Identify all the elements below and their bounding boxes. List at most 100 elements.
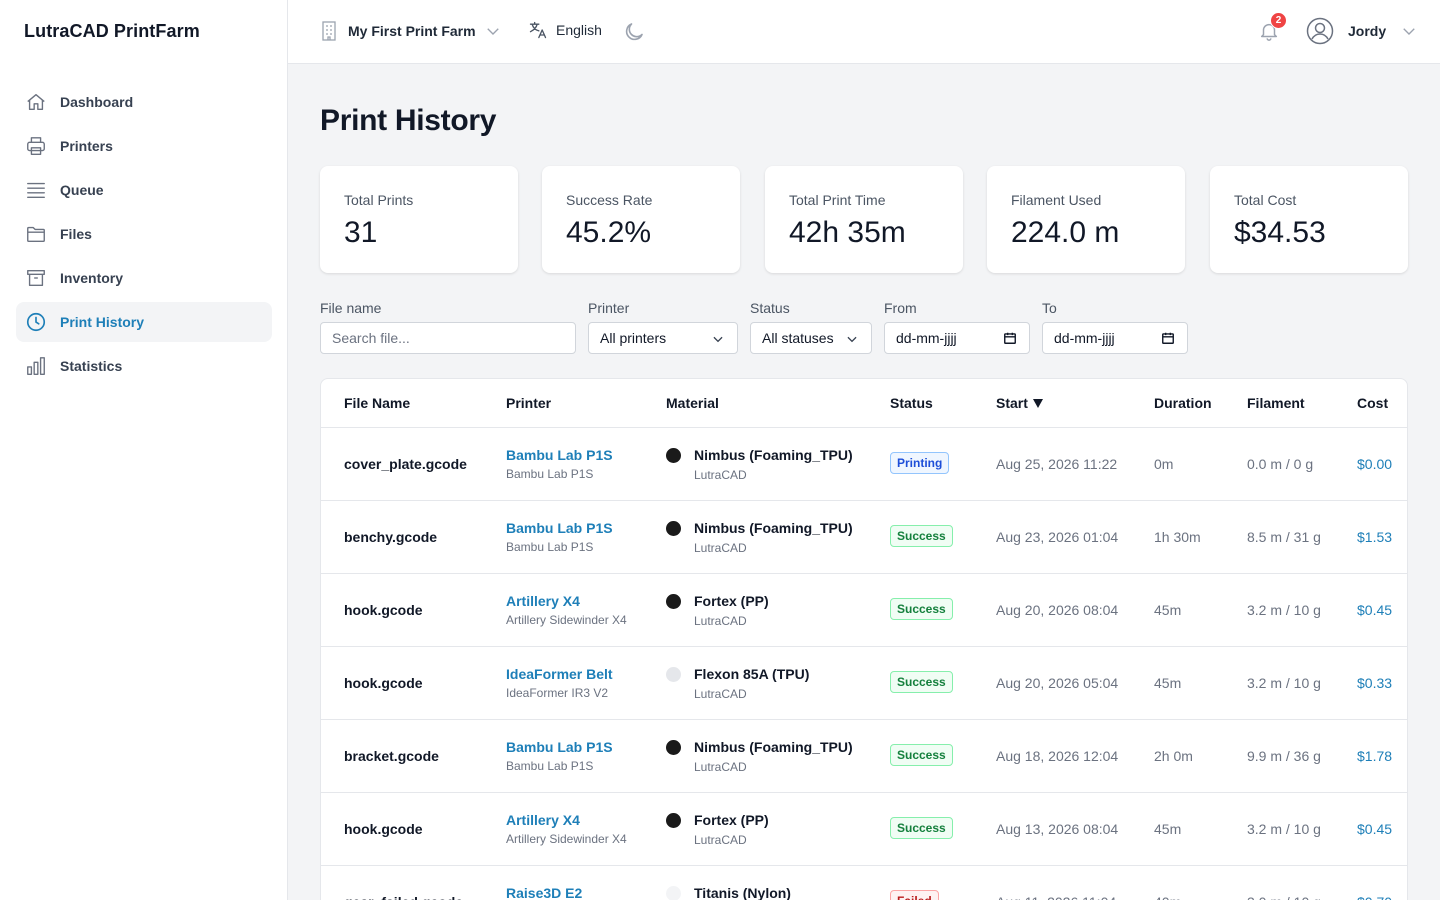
cost-link[interactable]: $1.53: [1357, 529, 1393, 545]
material-name: Nimbus (Foaming_TPU): [694, 739, 853, 755]
sidebar-item-printers[interactable]: Printers: [16, 126, 272, 166]
calendar-icon[interactable]: [1161, 331, 1175, 345]
table-row[interactable]: benchy.gcode Bambu Lab P1S Bambu Lab P1S…: [321, 501, 1407, 574]
sidebar-item-files[interactable]: Files: [16, 214, 272, 254]
column-header-filament[interactable]: Filament: [1247, 395, 1305, 411]
file-name: hook.gcode: [344, 675, 423, 691]
material-cell: Fortex (PP) LutraCAD: [666, 812, 769, 847]
cost-link[interactable]: $0.45: [1357, 821, 1393, 837]
printer-model: Bambu Lab P1S: [506, 759, 594, 773]
sort-desc-icon: [1032, 397, 1044, 409]
material-name: Nimbus (Foaming_TPU): [694, 447, 853, 463]
sidebar-item-label: Statistics: [60, 358, 123, 374]
chevron-down-icon: [1400, 22, 1418, 40]
column-header-printer[interactable]: Printer: [506, 395, 552, 411]
printer-link[interactable]: Artillery X4: [506, 593, 580, 609]
filament-usage: 9.9 m / 36 g: [1247, 748, 1321, 764]
printer-filter-label: Printer: [588, 300, 630, 316]
column-header-file-name[interactable]: File Name: [344, 395, 411, 411]
building-icon: [320, 20, 338, 42]
material-color-swatch: [666, 740, 681, 755]
printer-icon: [24, 134, 48, 158]
farm-selector[interactable]: My First Print Farm: [320, 20, 502, 42]
material-brand: LutraCAD: [694, 614, 747, 628]
material-cell: Nimbus (Foaming_TPU) LutraCAD: [666, 739, 853, 774]
table-header: File Name Printer Material Status Start …: [321, 379, 1407, 428]
calendar-icon[interactable]: [1003, 331, 1017, 345]
start-time: Aug 13, 2026 08:04: [996, 821, 1119, 837]
page-title: Print History: [320, 104, 497, 137]
material-color-swatch: [666, 594, 681, 609]
from-date-input[interactable]: dd-mm-jjjj: [884, 322, 1030, 354]
sidebar-item-queue[interactable]: Queue: [16, 170, 272, 210]
printer-link[interactable]: Bambu Lab P1S: [506, 520, 613, 536]
archive-icon: [24, 266, 48, 290]
printer-link[interactable]: Bambu Lab P1S: [506, 739, 613, 755]
chevron-down-icon: [711, 332, 725, 346]
material-name: Flexon 85A (TPU): [694, 666, 810, 682]
printer-filter-select[interactable]: All printers: [588, 322, 738, 354]
printer-model: IdeaFormer IR3 V2: [506, 686, 609, 700]
material-color-swatch: [666, 813, 681, 828]
status-badge: Success: [890, 671, 953, 693]
language-selector[interactable]: English: [528, 20, 602, 40]
stat-value: 31: [344, 216, 378, 249]
duration: 45m: [1154, 602, 1182, 618]
cost-link[interactable]: $0.00: [1357, 456, 1393, 472]
printer-cell: Bambu Lab P1S Bambu Lab P1S: [506, 447, 613, 481]
duration: 2h 0m: [1154, 748, 1193, 764]
file-name: cover_plate.gcode: [344, 456, 467, 472]
start-time: Aug 23, 2026 01:04: [996, 529, 1119, 545]
user-menu[interactable]: Jordy: [1306, 17, 1418, 45]
file-name-filter-label: File name: [320, 300, 382, 316]
table-row[interactable]: hook.gcode IdeaFormer Belt IdeaFormer IR…: [321, 647, 1407, 720]
status-badge: Success: [890, 598, 953, 620]
to-date-value: dd-mm-jjjj: [1054, 330, 1115, 346]
sidebar-item-statistics[interactable]: Statistics: [16, 346, 272, 386]
printer-cell: Artillery X4 Artillery Sidewinder X4: [506, 593, 627, 627]
printer-model: Artillery Sidewinder X4: [506, 832, 627, 846]
status-filter-select[interactable]: All statuses: [750, 322, 872, 354]
table-row[interactable]: hook.gcode Artillery X4 Artillery Sidewi…: [321, 574, 1407, 647]
column-header-start-label: Start: [996, 395, 1028, 411]
column-header-duration[interactable]: Duration: [1154, 395, 1212, 411]
to-date-input[interactable]: dd-mm-jjjj: [1042, 322, 1188, 354]
printer-link[interactable]: Artillery X4: [506, 812, 580, 828]
printer-link[interactable]: Raise3D E2: [506, 885, 583, 900]
material-brand: LutraCAD: [694, 833, 747, 847]
cost-link[interactable]: $0.45: [1357, 602, 1393, 618]
sidebar-item-print-history[interactable]: Print History: [16, 302, 272, 342]
column-header-material[interactable]: Material: [666, 395, 719, 411]
table-row[interactable]: gear_failed.gcode Raise3D E2 Titanis (Ny…: [321, 866, 1407, 900]
table-row[interactable]: cover_plate.gcode Bambu Lab P1S Bambu La…: [321, 428, 1407, 501]
printer-link[interactable]: IdeaFormer Belt: [506, 666, 613, 682]
material-color-swatch: [666, 886, 681, 900]
table-row[interactable]: bracket.gcode Bambu Lab P1S Bambu Lab P1…: [321, 720, 1407, 793]
sidebar-item-dashboard[interactable]: Dashboard: [16, 82, 272, 122]
sidebar-item-inventory[interactable]: Inventory: [16, 258, 272, 298]
file-search-input[interactable]: Search file...: [320, 322, 576, 354]
filament-usage: 3.2 m / 10 g: [1247, 602, 1321, 618]
cost-link[interactable]: $1.78: [1357, 748, 1393, 764]
printer-cell: Raise3D E2: [506, 885, 582, 900]
printer-model: Bambu Lab P1S: [506, 467, 594, 481]
printer-model: Bambu Lab P1S: [506, 540, 594, 554]
topbar: My First Print Farm English 2 Jordy: [288, 0, 1440, 64]
table-row[interactable]: hook.gcode Artillery X4 Artillery Sidewi…: [321, 793, 1407, 866]
material-cell: Nimbus (Foaming_TPU) LutraCAD: [666, 447, 853, 482]
column-header-status[interactable]: Status: [890, 395, 933, 411]
start-time: Aug 20, 2026 05:04: [996, 675, 1119, 691]
status-badge: Failed: [890, 890, 939, 900]
cost-link[interactable]: $0.70: [1357, 894, 1392, 900]
column-header-start[interactable]: Start: [996, 395, 1044, 411]
stat-label: Total Prints: [344, 192, 414, 208]
sidebar-item-label: Inventory: [60, 270, 124, 286]
sidebar-nav: Dashboard Printers Queue Files Inventory: [16, 82, 272, 390]
sidebar-item-label: Print History: [60, 314, 145, 330]
notification-badge: 2: [1270, 12, 1287, 29]
moon-icon[interactable]: [622, 20, 646, 44]
column-header-cost[interactable]: Cost: [1357, 395, 1389, 411]
cost-link[interactable]: $0.33: [1357, 675, 1393, 691]
material-cell: Titanis (Nylon): [666, 885, 791, 900]
printer-link[interactable]: Bambu Lab P1S: [506, 447, 613, 463]
